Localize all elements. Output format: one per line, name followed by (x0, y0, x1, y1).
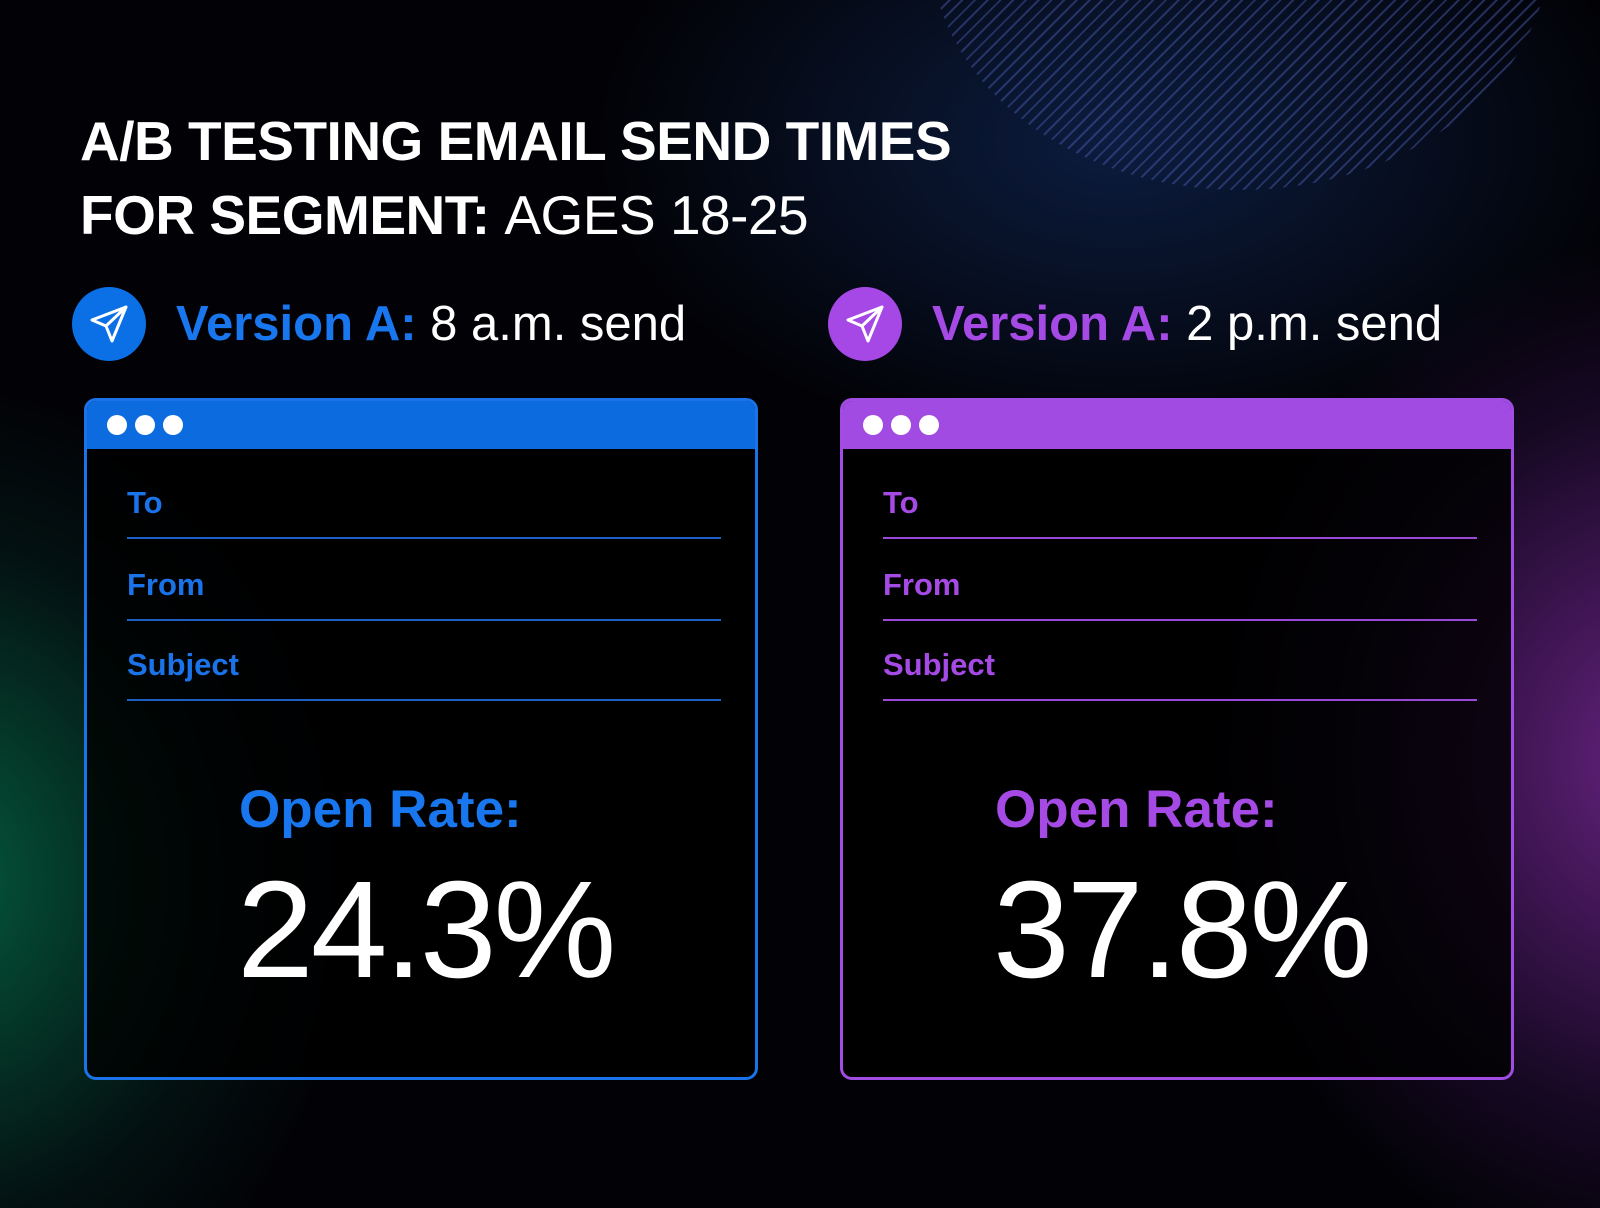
page-title: A/B TESTING EMAIL SEND TIMES FOR SEGMENT… (80, 104, 952, 252)
to-field: To (127, 485, 721, 539)
version-b-title: Version A: 2 p.m. send (932, 296, 1442, 352)
version-a-title: Version A: 8 a.m. send (176, 296, 686, 352)
open-rate-label: Open Rate: (995, 780, 1278, 839)
title-line-1: A/B TESTING EMAIL SEND TIMES (80, 110, 952, 172)
to-field: To (883, 485, 1477, 539)
email-window-version-a: To From Subject Open Rate: 24.3% (84, 398, 758, 1080)
send-icon (72, 287, 146, 361)
version-a-time: 8 a.m. send (430, 297, 687, 351)
version-b-time: 2 p.m. send (1186, 297, 1443, 351)
from-field: From (127, 567, 721, 621)
email-window-version-b: To From Subject Open Rate: 37.8% (840, 398, 1514, 1080)
window-title-bar (843, 401, 1511, 449)
open-rate-value: 37.8% (993, 853, 1372, 1007)
from-field: From (883, 567, 1477, 621)
window-dot-icon (863, 415, 883, 435)
title-segment-label: FOR SEGMENT: (80, 184, 490, 246)
version-a-header: Version A: 8 a.m. send (72, 286, 686, 362)
version-b-label: Version A: (932, 297, 1173, 351)
paper-plane-icon (846, 305, 884, 343)
version-b-header: Version A: 2 p.m. send (828, 286, 1442, 362)
title-segment-value: AGES 18-25 (504, 184, 809, 246)
window-title-bar (87, 401, 755, 449)
paper-plane-icon (90, 305, 128, 343)
version-a-label: Version A: (176, 297, 417, 351)
open-rate-label: Open Rate: (239, 780, 522, 839)
title-line-2: FOR SEGMENT: AGES 18-25 (80, 178, 951, 252)
window-dot-icon (135, 415, 155, 435)
send-icon (828, 287, 902, 361)
subject-field: Subject (883, 647, 1477, 701)
subject-field: Subject (127, 647, 721, 701)
window-dot-icon (919, 415, 939, 435)
window-dot-icon (107, 415, 127, 435)
window-dot-icon (163, 415, 183, 435)
open-rate-value: 24.3% (237, 853, 616, 1007)
window-dot-icon (891, 415, 911, 435)
